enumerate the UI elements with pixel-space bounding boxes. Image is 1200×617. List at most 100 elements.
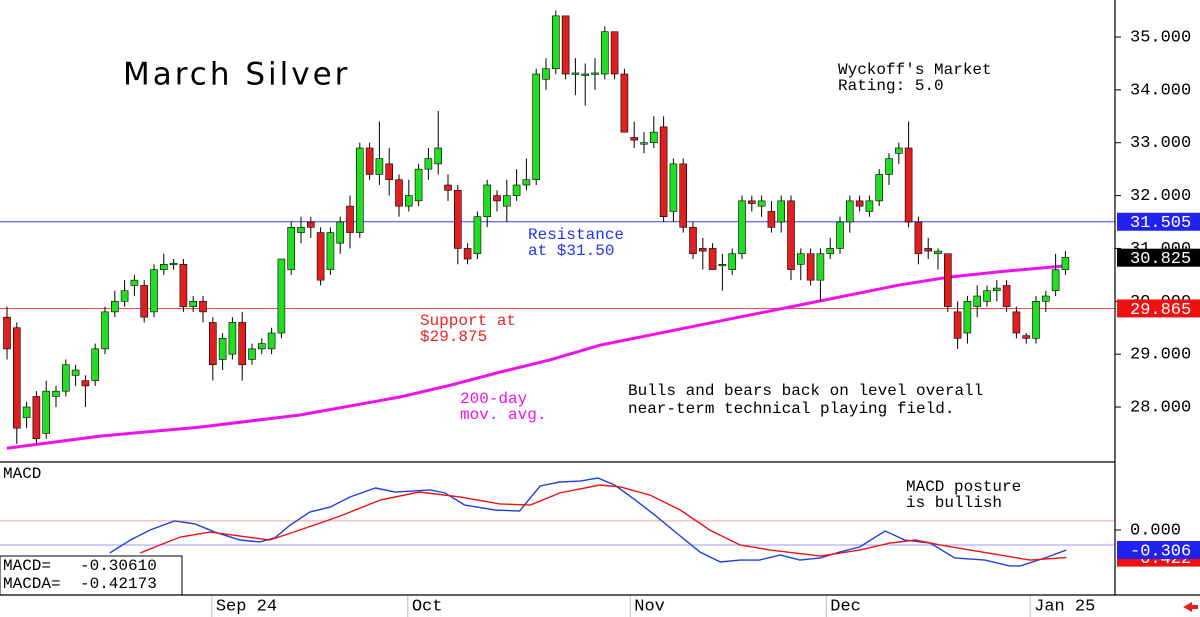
candle-body: [248, 348, 256, 360]
candle-body: [1012, 311, 1021, 334]
candle-body: [52, 390, 60, 397]
y-tick-label: 29.000: [1130, 346, 1191, 365]
candle-body: [777, 200, 786, 223]
candle-body: [816, 253, 825, 281]
candle-body: [601, 31, 609, 75]
candle-body: [552, 15, 560, 70]
candle-body: [444, 184, 452, 191]
x-tick-label: Nov: [634, 597, 665, 616]
candle-body: [914, 221, 923, 255]
price-box-label: 30.825: [1130, 250, 1191, 269]
candle-body: [993, 287, 1001, 292]
candle-body: [708, 248, 717, 270]
annotation: MACD posture: [906, 478, 1021, 496]
candle-body: [385, 163, 394, 181]
candle-body: [71, 369, 80, 376]
plot-area: 28.00029.00030.00031.00032.00033.00034.0…: [0, 10, 1200, 617]
candle-body: [130, 279, 139, 286]
candle-body: [307, 221, 315, 228]
candle-body: [493, 195, 501, 202]
candle-body: [836, 221, 844, 249]
candle-body: [169, 262, 178, 266]
readout-value: -0.42173: [80, 575, 157, 593]
price-box: [1117, 541, 1200, 560]
candle-body: [91, 348, 99, 381]
candle-body: [22, 406, 31, 418]
price-box: [1117, 299, 1200, 318]
candle-body: [826, 248, 835, 255]
candle-body: [414, 168, 423, 202]
candle-body: [503, 195, 511, 207]
candle-body: [267, 332, 276, 350]
candle-body: [483, 184, 492, 218]
candle-body: [885, 158, 893, 175]
candle-body: [336, 221, 345, 244]
x-tick-label: Sep 24: [216, 597, 277, 616]
candle-body: [228, 322, 237, 355]
candle-body: [1051, 269, 1060, 292]
candle-body: [973, 295, 982, 307]
annotation: Bulls and bears back on level overall: [628, 382, 983, 400]
annotation: Resistance: [528, 226, 624, 244]
candle-body: [238, 322, 247, 366]
candle-body: [140, 285, 148, 318]
candle-body: [895, 147, 903, 154]
price-box-label: 29.865: [1130, 301, 1191, 320]
candle-body: [61, 364, 70, 392]
candle-body: [532, 73, 541, 181]
candle-body: [1022, 335, 1031, 339]
candle-body: [81, 380, 90, 387]
annotation: at $31.50: [528, 242, 614, 260]
candle-body: [904, 147, 913, 223]
y-tick-label: 35.000: [1130, 28, 1191, 47]
candle-body: [855, 200, 864, 207]
annotation: $29.875: [420, 328, 487, 346]
candle-body: [32, 396, 41, 440]
readout-name: MACDA=: [3, 575, 61, 593]
candle-body: [287, 226, 296, 270]
candle-body: [1032, 301, 1040, 339]
y-tick-label: 28.000: [1130, 399, 1191, 418]
candle-body: [650, 131, 658, 144]
candle-body: [640, 142, 648, 145]
candle-body: [179, 264, 188, 307]
price-box-label: 31.505: [1130, 214, 1191, 233]
candle-body: [326, 232, 335, 270]
candle-body: [944, 253, 952, 307]
candle-body: [767, 211, 776, 228]
candle-body: [542, 68, 550, 80]
candle-body: [473, 216, 482, 255]
candle-body: [738, 200, 746, 255]
candle-body: [1061, 257, 1070, 270]
annotation: 200-day: [460, 390, 528, 408]
candle-body: [3, 316, 11, 350]
x-tick-label: Jan 25: [1034, 597, 1095, 616]
candle-body: [610, 31, 619, 75]
moving-average: [6, 264, 1066, 450]
annotation: near-term technical playing field.: [628, 400, 954, 418]
y-tick-label: 0.000: [1130, 521, 1181, 540]
candle-body: [983, 290, 991, 302]
arrow-icon: [1183, 602, 1198, 612]
price-box: [1117, 212, 1200, 231]
candle-body: [689, 226, 697, 255]
candle-body: [395, 179, 403, 207]
candle-body: [806, 253, 815, 281]
panel-title: MACD: [3, 465, 41, 483]
candle-body: [1002, 285, 1011, 307]
candle-body: [424, 158, 433, 170]
annotation: mov. avg.: [460, 406, 546, 424]
candle-body: [316, 232, 325, 281]
candle-body: [512, 184, 521, 196]
candle-body: [218, 338, 227, 360]
x-tick-label: Oct: [412, 597, 443, 616]
candle-body: [934, 250, 942, 255]
candle-body: [1042, 295, 1050, 302]
candle-body: [748, 200, 756, 204]
candle-body: [846, 200, 854, 223]
annotation: Support at: [420, 312, 516, 330]
annotation: Wyckoff's Market: [838, 61, 992, 79]
candle-body: [356, 147, 364, 233]
candle-body: [581, 73, 590, 76]
